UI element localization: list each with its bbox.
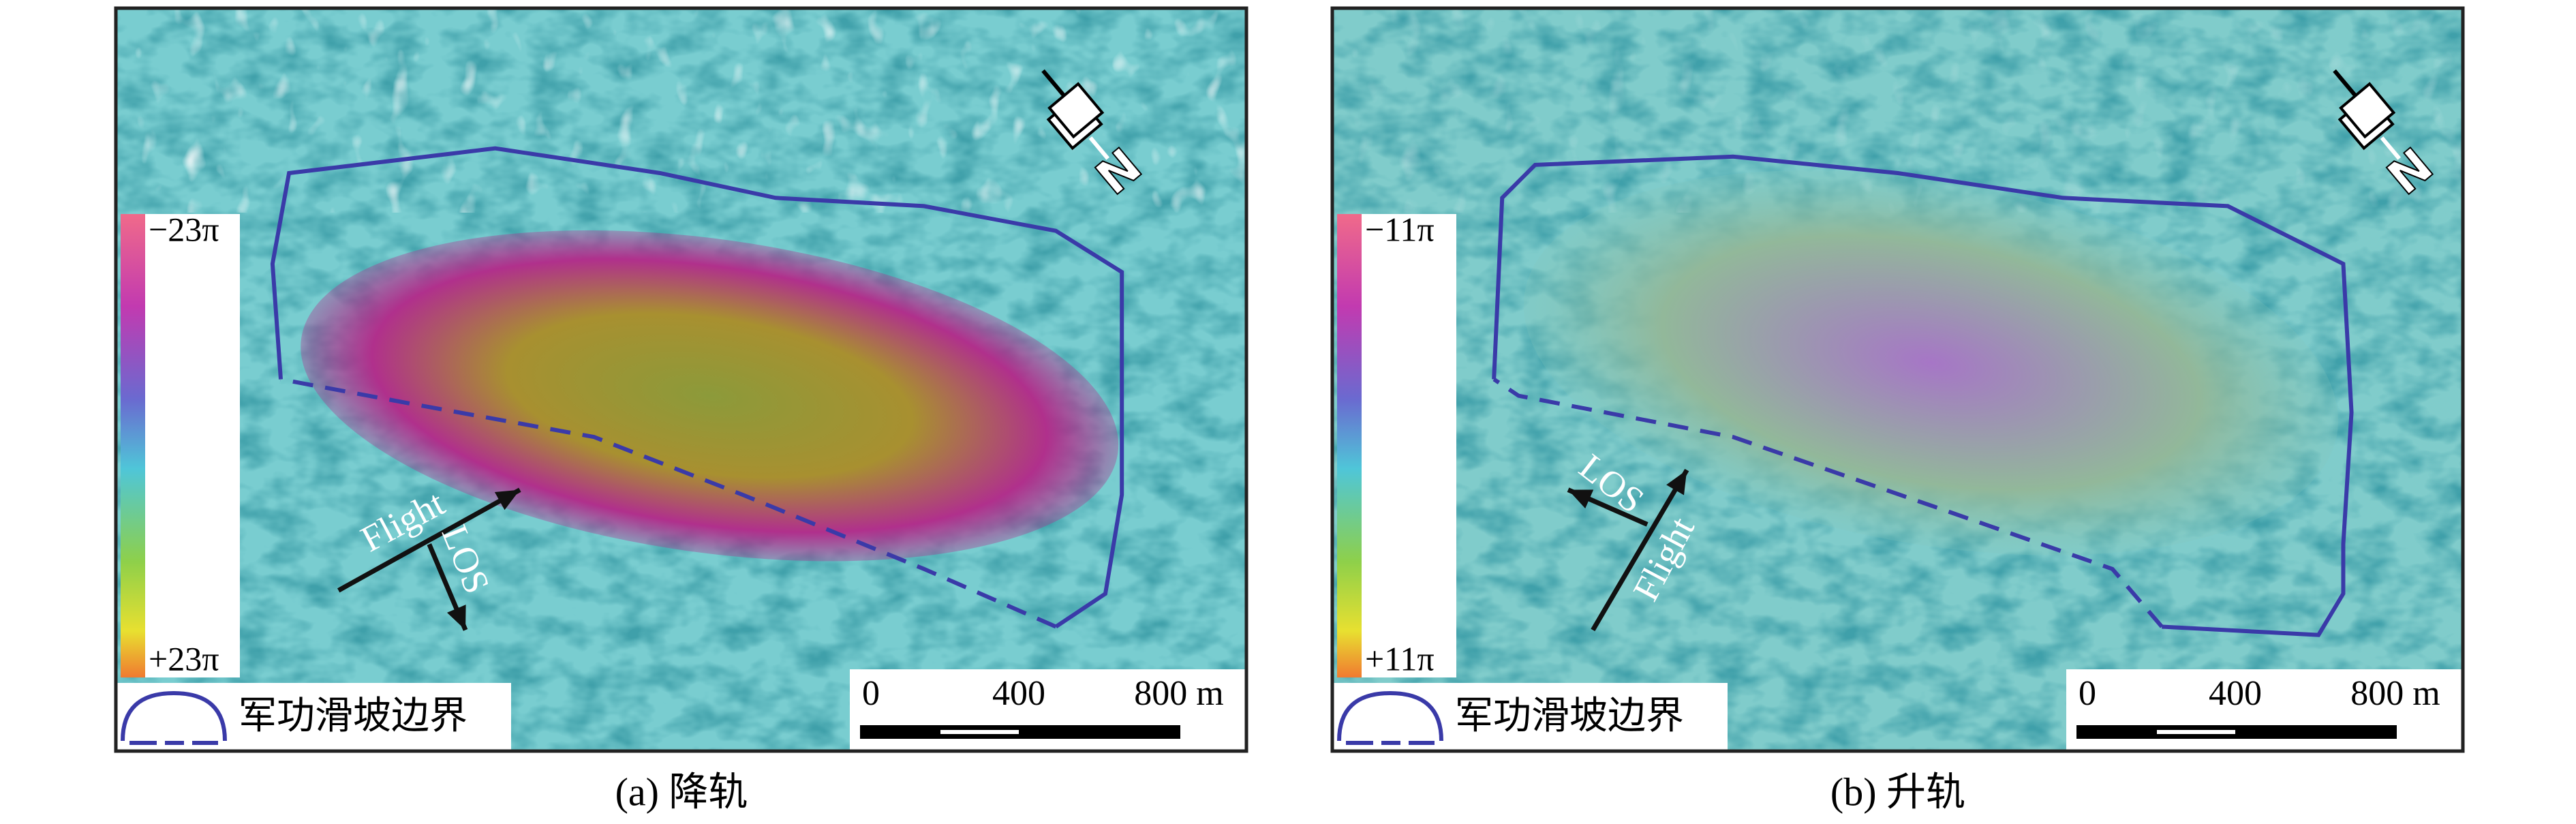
colorbar-top-label: −23π — [149, 210, 219, 248]
panel-frame — [1330, 6, 2465, 753]
landslide-boundary-dashed — [280, 377, 1057, 629]
scale-label: 400 — [2209, 674, 2262, 713]
map-image — [1332, 8, 2463, 751]
scale-bar — [2076, 725, 2397, 739]
scale-bar — [860, 725, 1180, 739]
deformation-field — [301, 230, 1119, 562]
snow-texture — [1332, 8, 2463, 213]
panel-caption: (a) 降轨 — [615, 769, 748, 814]
north-line — [1088, 136, 1110, 160]
north-line — [2333, 69, 2357, 97]
colorbar-top-label: −11π — [1365, 210, 1435, 248]
panel-frame — [114, 6, 1248, 753]
scale-label: 400 — [992, 674, 1045, 713]
legend-label: 军功滑坡边界 — [239, 694, 467, 738]
colorbar — [121, 214, 145, 677]
arrow-head — [446, 605, 466, 630]
scale-bar-segment — [2157, 730, 2235, 734]
north-line — [2380, 136, 2402, 160]
scale-label: 0 — [862, 674, 880, 713]
colorbar-bottom-label: +23π — [149, 639, 219, 677]
legend-label: 军功滑坡边界 — [1455, 694, 1684, 738]
scale-label: 0 — [2079, 674, 2096, 713]
legend-symbol — [1337, 690, 1443, 742]
north-cube — [2339, 82, 2396, 139]
landslide-boundary-dashed — [1492, 378, 2164, 628]
north-line — [1041, 69, 1066, 97]
panel-caption: (b) 升轨 — [1830, 769, 1965, 814]
deformation-field — [1523, 170, 2339, 555]
colorbar-bottom-label: +11π — [1365, 639, 1435, 677]
scale-label: 800 m — [2350, 674, 2440, 713]
colorbar — [1337, 214, 1362, 677]
arrow-head — [1666, 470, 1687, 495]
arrow-head — [1568, 489, 1594, 509]
scale-bar-segment — [940, 730, 1019, 734]
landslide-boundary — [1492, 154, 2354, 637]
arrow-head — [494, 489, 520, 510]
scale-label: 800 m — [1134, 674, 1223, 713]
landslide-boundary — [270, 146, 1124, 628]
direction-arrow — [1591, 468, 1689, 632]
legend-symbol — [121, 690, 227, 742]
direction-arrow — [337, 487, 521, 593]
